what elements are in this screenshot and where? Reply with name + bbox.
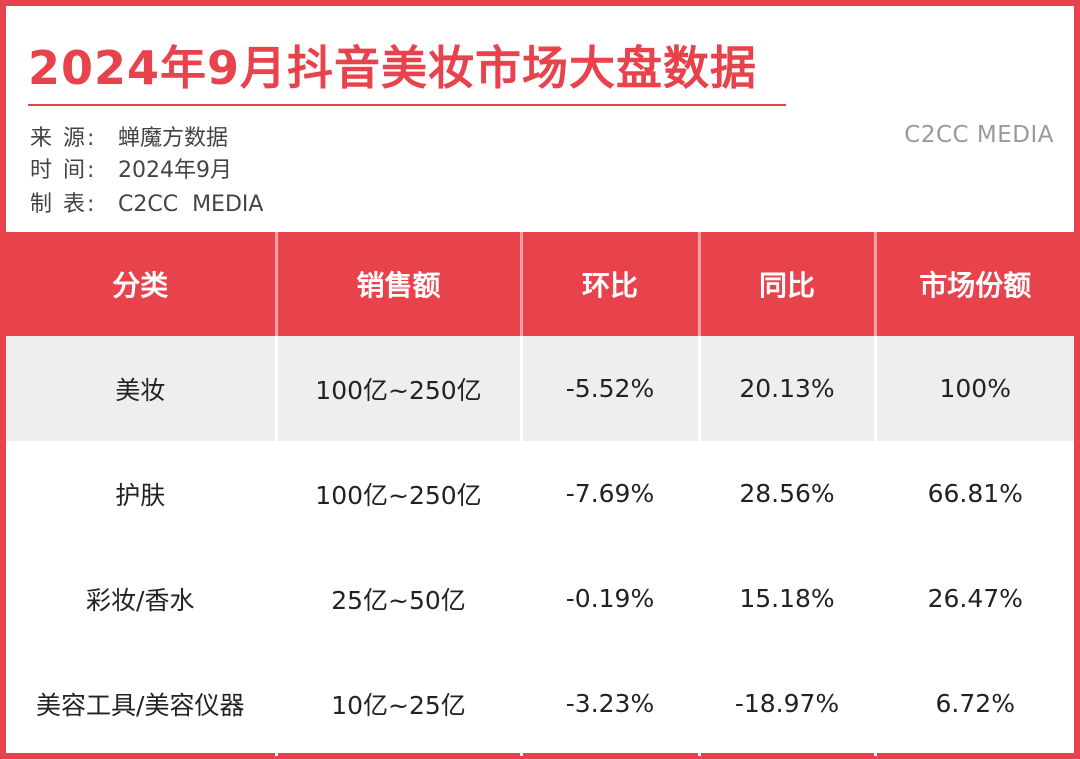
cell-share: 6.72%: [873, 651, 1074, 756]
column-header-share: 市场份额: [873, 232, 1074, 336]
cell-mom: -3.23%: [519, 651, 699, 756]
market-data-table: 分类 销售额 环比 同比 市场份额 美妆 100亿~250亿 -5.52% 20…: [6, 232, 1074, 756]
meta-time: 时 间: 2024年9月: [30, 152, 232, 184]
cell-sales: 25亿~50亿: [274, 546, 521, 651]
cell-yoy: 28.56%: [697, 441, 875, 546]
cell-category: 美妆: [6, 336, 276, 441]
column-header-mom: 环比: [519, 232, 699, 336]
column-header-yoy: 同比: [697, 232, 875, 336]
table-row: 护肤 100亿~250亿 -7.69% 28.56% 66.81%: [6, 441, 1074, 546]
cell-sales: 100亿~250亿: [274, 441, 521, 546]
brand-watermark: C2CC MEDIA: [904, 122, 1054, 148]
meta-maker-value: C2CC MEDIA: [118, 192, 264, 217]
meta-source-value: 蝉魔方数据: [118, 126, 229, 151]
table-row: 美妆 100亿~250亿 -5.52% 20.13% 100%: [6, 336, 1074, 441]
cell-yoy: 20.13%: [697, 336, 875, 441]
title-underline: [28, 104, 786, 106]
column-header-sales: 销售额: [274, 232, 521, 336]
cell-category: 彩妆/香水: [86, 585, 195, 615]
meta-maker: 制 表: C2CC MEDIA: [30, 186, 263, 218]
page-title: 2024年9月抖音美妆市场大盘数据: [28, 41, 758, 95]
meta-time-label: 时 间:: [30, 158, 97, 183]
cell-sales: 10亿~25亿: [274, 651, 521, 756]
column-header-category: 分类: [6, 232, 276, 336]
cell-sales: 100亿~250亿: [274, 336, 521, 441]
cell-mom: -5.52%: [519, 336, 699, 441]
meta-time-value: 2024年9月: [118, 158, 232, 183]
cell-mom: -7.69%: [519, 441, 699, 546]
cell-share: 66.81%: [873, 441, 1074, 546]
cell-yoy: -18.97%: [697, 651, 875, 756]
cell-category: 护肤: [115, 480, 166, 510]
meta-maker-label: 制 表:: [30, 192, 97, 217]
cell-share: 26.47%: [873, 546, 1074, 651]
cell-yoy: 15.18%: [697, 546, 875, 651]
cell-category: 美容工具/美容仪器: [36, 690, 245, 720]
table-row: 彩妆/香水 25亿~50亿 -0.19% 15.18% 26.47%: [6, 546, 1074, 651]
table-row: 美容工具/美容仪器 10亿~25亿 -3.23% -18.97% 6.72%: [6, 651, 1074, 756]
table-header-row: 分类 销售额 环比 同比 市场份额: [6, 232, 1074, 336]
cell-share: 100%: [873, 336, 1074, 441]
cell-mom: -0.19%: [519, 546, 699, 651]
meta-source: 来 源: 蝉魔方数据: [30, 120, 228, 152]
meta-source-label: 来 源:: [30, 126, 97, 151]
